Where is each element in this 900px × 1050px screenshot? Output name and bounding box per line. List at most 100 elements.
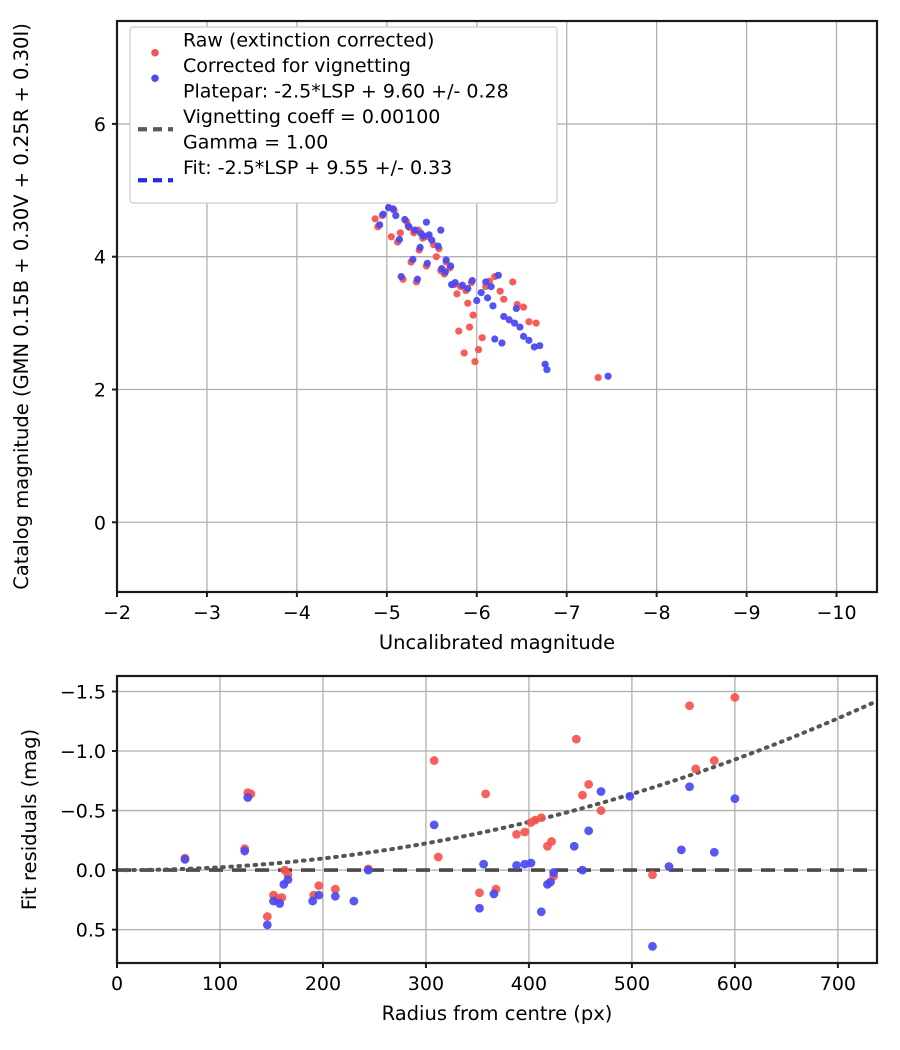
data-point bbox=[532, 319, 540, 327]
data-point bbox=[425, 231, 433, 239]
data-point bbox=[491, 335, 499, 343]
data-point bbox=[685, 782, 694, 792]
data-point bbox=[496, 287, 504, 295]
data-point bbox=[471, 358, 479, 366]
data-point bbox=[525, 318, 533, 326]
data-point bbox=[275, 899, 285, 908]
data-point bbox=[536, 342, 544, 350]
data-point bbox=[473, 296, 481, 305]
data-point bbox=[387, 233, 395, 241]
data-point bbox=[489, 302, 497, 310]
legend-entry-0[interactable]: Raw (extinction corrected) bbox=[151, 30, 434, 57]
axes-spines bbox=[115, 19, 879, 594]
vignetting-model-curve bbox=[115, 699, 879, 873]
x-axis-label: Radius from centre (px) bbox=[382, 1002, 613, 1025]
data-point bbox=[392, 211, 400, 220]
data-point bbox=[404, 222, 413, 230]
ytick-label-4: −1.5 bbox=[60, 681, 106, 703]
data-point bbox=[417, 229, 425, 238]
data-point bbox=[468, 277, 476, 285]
y-axis-label: Fit residuals (mag) bbox=[18, 729, 41, 910]
data-point bbox=[379, 210, 387, 218]
ytick-label-0: 0.5 bbox=[76, 920, 106, 942]
plot-background bbox=[117, 676, 877, 963]
data-point bbox=[625, 791, 635, 801]
data-point bbox=[512, 304, 520, 313]
data-point bbox=[474, 346, 483, 354]
xtick-label-2: −4 bbox=[283, 602, 311, 624]
data-point bbox=[479, 859, 489, 869]
data-point bbox=[477, 288, 485, 297]
data-point bbox=[676, 845, 686, 855]
data-point bbox=[543, 365, 551, 374]
legend-marker-icon bbox=[151, 74, 159, 83]
data-point bbox=[458, 281, 466, 289]
data-point bbox=[520, 827, 530, 837]
xtick-label-5: 500 bbox=[614, 973, 650, 995]
data-point bbox=[330, 891, 340, 901]
legend-entry-3[interactable]: Fit: -2.5*LSP + 9.55 +/- 0.33 bbox=[138, 157, 452, 183]
data-point bbox=[465, 323, 474, 331]
data-point bbox=[432, 253, 440, 261]
data-point bbox=[571, 734, 581, 744]
legend-label: Corrected for vignetting bbox=[183, 55, 411, 77]
data-point bbox=[709, 756, 719, 765]
data-point bbox=[240, 846, 250, 856]
legend-label: Platepar: -2.5*LSP + 9.60 +/- 0.28 bbox=[183, 81, 509, 103]
ytick-label-0: 0 bbox=[94, 512, 106, 534]
data-point bbox=[397, 273, 405, 281]
legend-label: Raw (extinction corrected) bbox=[183, 30, 434, 52]
data-point bbox=[546, 877, 555, 887]
xtick-label-8: −10 bbox=[816, 602, 856, 624]
data-point bbox=[428, 236, 436, 244]
data-point bbox=[519, 303, 528, 311]
data-point bbox=[494, 271, 502, 279]
data-point bbox=[648, 870, 657, 880]
xtick-label-2: 200 bbox=[305, 973, 341, 995]
data-point bbox=[510, 319, 519, 327]
data-point bbox=[498, 339, 506, 347]
panel-fit-residuals: 0 100 200 300 400 500 600 700 0.5 0.0 −0.5 −1.0 −1.5… bbox=[18, 674, 879, 1025]
data-point bbox=[475, 888, 484, 898]
ticks: 0 100 200 300 400 500 600 700 0.5 0.0 −0.5 −1.0 −1.5 bbox=[60, 681, 856, 995]
data-point bbox=[283, 875, 293, 885]
data-point bbox=[460, 349, 468, 357]
data-point bbox=[422, 218, 430, 226]
xtick-label-6: 600 bbox=[717, 973, 753, 995]
data-point bbox=[525, 336, 533, 344]
xtick-label-3: −5 bbox=[373, 602, 401, 624]
data-point bbox=[648, 941, 657, 951]
data-point bbox=[489, 889, 499, 899]
data-point bbox=[505, 316, 513, 324]
data-point bbox=[584, 826, 594, 836]
data-point bbox=[416, 243, 424, 252]
data-point bbox=[482, 278, 490, 286]
data-point bbox=[578, 790, 587, 800]
data-point bbox=[413, 275, 421, 283]
data-point bbox=[487, 282, 495, 291]
data-point bbox=[509, 278, 517, 286]
data-point bbox=[584, 779, 594, 789]
data-point bbox=[437, 226, 445, 234]
data-point bbox=[516, 323, 524, 331]
data-point bbox=[549, 868, 559, 877]
data-point bbox=[478, 334, 486, 342]
data-point bbox=[512, 860, 521, 870]
data-point bbox=[685, 701, 694, 711]
legend-entry-1[interactable]: Corrected for vignetting bbox=[151, 55, 411, 83]
xtick-label-4: −6 bbox=[463, 602, 491, 624]
xtick-label-0: −2 bbox=[103, 602, 131, 624]
legend-entry-2[interactable]: Platepar: -2.5*LSP + 9.60 +/- 0.28 Vignet… bbox=[138, 81, 509, 154]
data-point bbox=[314, 881, 324, 890]
data-point bbox=[180, 854, 190, 864]
data-point bbox=[512, 829, 521, 839]
ytick-label-2: −0.5 bbox=[60, 801, 106, 823]
series-corrected bbox=[376, 203, 612, 380]
data-point bbox=[423, 259, 431, 267]
data-point bbox=[401, 215, 409, 224]
ytick-label-3: −1.0 bbox=[60, 741, 106, 763]
xtick-label-1: −3 bbox=[193, 602, 221, 624]
y-axis-label: Catalog magnitude (GMN 0.15B + 0.30V + 0… bbox=[10, 23, 33, 590]
data-point bbox=[569, 841, 579, 851]
